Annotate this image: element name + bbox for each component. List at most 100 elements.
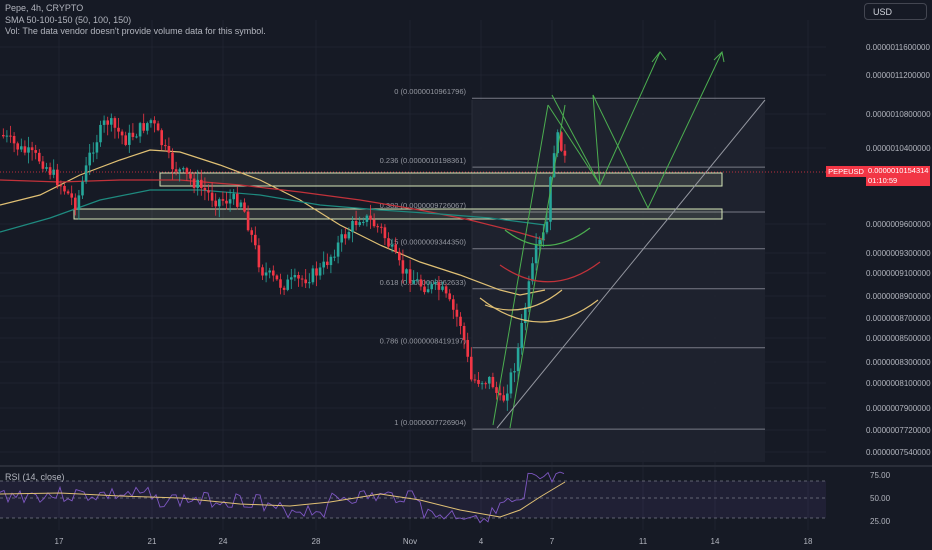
candle-body <box>513 371 516 373</box>
candle-body <box>124 135 127 145</box>
time-axis[interactable]: 17 21 24 28 Nov 4 7 11 14 18 <box>55 537 813 546</box>
candle-body <box>264 272 268 276</box>
candle-body <box>372 219 376 227</box>
candle-body <box>142 123 145 131</box>
candle-body <box>297 275 300 279</box>
candle-body <box>246 211 250 231</box>
candle-body <box>398 251 401 261</box>
price-axis[interactable]: 0.0000011600000 0.0000011200000 0.00000108… <box>866 43 931 457</box>
sma-legend[interactable]: SMA 50-100-150 (50, 100, 150) <box>5 14 132 25</box>
fib-level-label: 0.786 (0.0000008419197) <box>380 337 467 346</box>
candle-body <box>358 222 361 226</box>
candle-body <box>185 168 189 174</box>
candle-body <box>351 220 354 233</box>
last-price-tag: PEPEUSD 0.0000010154314 01:10:59 <box>826 166 930 186</box>
candle-body <box>45 167 48 169</box>
candle-body <box>498 392 502 396</box>
candle-body <box>401 260 405 274</box>
candle-body <box>20 146 23 150</box>
candle-body <box>70 193 73 198</box>
candle-body <box>502 395 505 401</box>
curve-green <box>504 227 591 247</box>
price-tick-label: 0.0000007540000 <box>866 448 931 457</box>
candle-body <box>146 123 149 131</box>
candle-body <box>156 123 160 131</box>
fib-level-label: 0.236 (0.0000010198361) <box>380 156 467 165</box>
candle-body <box>527 281 531 308</box>
support-zones <box>73 172 723 220</box>
diagonal-trendline <box>496 99 766 429</box>
candle-body <box>196 179 199 188</box>
candle-body <box>412 280 415 284</box>
support-zone-lower <box>73 208 723 220</box>
price-tag-price: 0.0000010154314 <box>868 166 929 175</box>
candle-body <box>318 267 322 276</box>
candle-body <box>149 120 153 124</box>
candle-body <box>354 220 358 226</box>
rsi-band <box>0 481 826 518</box>
channel-line <box>492 104 549 426</box>
candle-body <box>315 268 318 276</box>
time-tick-label: 24 <box>219 537 228 546</box>
candle-body <box>120 131 124 136</box>
candle-body <box>99 124 102 143</box>
candle-body <box>131 132 135 137</box>
time-tick-label: 18 <box>804 537 813 546</box>
price-tick-label: 0.0000007720000 <box>866 426 931 435</box>
candle-body <box>81 181 84 196</box>
price-tick-label: 0.0000007900000 <box>866 404 931 413</box>
candle-body <box>74 197 77 211</box>
time-tick-label: Nov <box>403 537 417 546</box>
candle-body <box>394 244 397 252</box>
time-tick-label: 17 <box>55 537 64 546</box>
candle-body <box>153 120 156 124</box>
candle-body <box>95 142 99 153</box>
volume-legend: Vol: The data vendor doesn't provide vol… <box>5 26 266 36</box>
price-tag-countdown: 01:10:59 <box>868 176 898 185</box>
candle-body <box>254 234 257 246</box>
candle-body <box>128 132 131 145</box>
candle-body <box>304 279 307 284</box>
price-tick-label: 0.0000008900000 <box>866 292 931 301</box>
candle-body <box>23 146 27 153</box>
channel-line <box>509 104 566 429</box>
candle-body <box>16 143 19 150</box>
candle-body <box>200 179 203 188</box>
candle-body <box>268 270 271 273</box>
candle-body <box>534 244 538 264</box>
candle-body <box>214 200 217 207</box>
fib-level-label: 1 (0.0000007726904) <box>394 418 466 427</box>
price-tick-label: 0.0000011600000 <box>866 43 930 52</box>
candle-body <box>462 326 466 340</box>
candle-body <box>437 282 441 290</box>
candle-body <box>484 383 487 385</box>
candle-body <box>272 270 275 276</box>
price-tick-label: 0.0000010400000 <box>866 144 931 153</box>
candle-body <box>423 286 426 293</box>
candle-body <box>192 178 196 188</box>
candle-body <box>2 135 5 137</box>
candle-body <box>92 152 95 154</box>
symbol-title[interactable]: Pepe, 4h, CRYPTO <box>5 3 84 13</box>
candle-body <box>434 282 437 285</box>
price-tick-label: 0.0000009600000 <box>866 220 931 229</box>
candle-body <box>77 195 81 211</box>
candle-body <box>448 293 451 300</box>
candle-body <box>275 275 279 280</box>
rsi-legend[interactable]: RSI (14, close) <box>5 472 65 482</box>
candle-body <box>9 135 12 137</box>
candle-body <box>88 152 91 166</box>
candle-body <box>470 356 473 380</box>
candle-body <box>12 135 16 144</box>
candle-body <box>380 226 383 228</box>
candle-body <box>538 239 541 245</box>
fib-level-label: 0.618 (0.0000008962633) <box>380 278 467 287</box>
candle-body <box>225 200 228 204</box>
currency-button[interactable]: USD <box>864 3 927 20</box>
candle-body <box>495 387 498 393</box>
candle-body <box>282 287 286 290</box>
rsi-ma-line <box>0 481 566 518</box>
price-tick-label: 0.0000010800000 <box>866 110 931 119</box>
fib-level-label: 0 (0.000001096179‍6) <box>394 87 466 96</box>
